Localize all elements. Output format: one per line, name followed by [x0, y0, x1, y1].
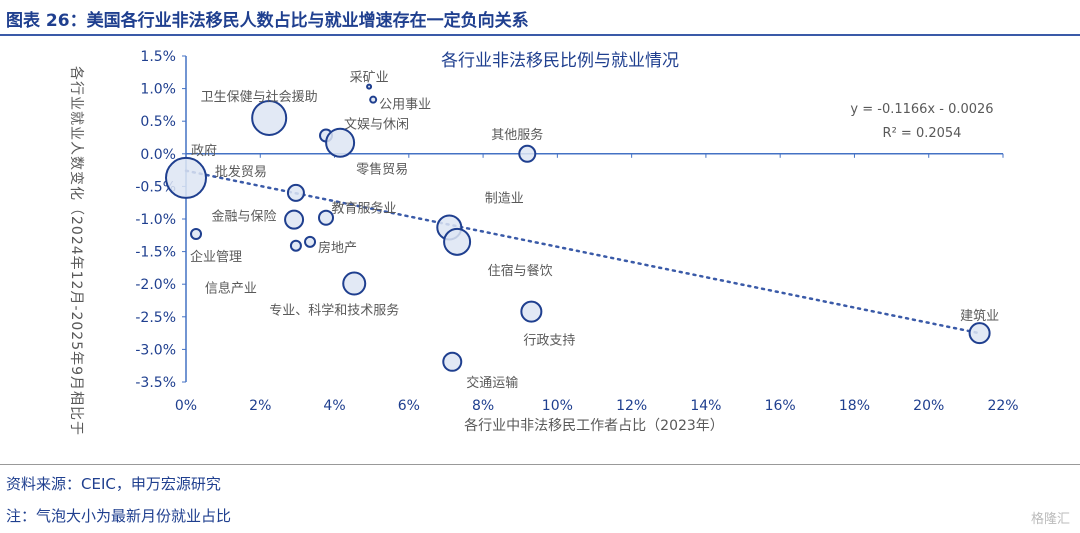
x-tick-label: 16% — [765, 398, 796, 414]
y-tick-label: -2.0% — [135, 277, 176, 293]
x-tick-label: 0% — [175, 398, 197, 414]
bubble-point — [968, 322, 991, 345]
y-tick-label: 1.0% — [140, 82, 176, 98]
bubble-label: 政府 — [191, 144, 217, 159]
bubble-label: 信息产业 — [205, 281, 257, 297]
figure-title: 图表 26：美国各行业非法移民人数占比与就业增速存在一定负向关系 — [6, 11, 529, 31]
bubble-point — [284, 209, 305, 230]
bubble-label: 行政支持 — [523, 334, 575, 349]
title-divider — [0, 34, 1080, 36]
y-tick-label: 0.5% — [140, 114, 176, 130]
footer-divider — [0, 464, 1080, 465]
y-tick-label: 1.5% — [140, 49, 176, 65]
bubble-label: 专业、科学和技术服务 — [269, 303, 399, 319]
chart-title: 各行业非法移民比例与就业情况 — [441, 51, 679, 71]
bubble-label: 教育服务业 — [331, 201, 396, 217]
x-tick-label: 6% — [398, 398, 420, 414]
watermark: 格隆汇 — [1030, 512, 1070, 527]
bubble-point — [369, 95, 378, 104]
x-tick-label: 12% — [616, 398, 647, 414]
bubble-point — [318, 209, 335, 226]
bubble-point — [342, 271, 367, 296]
bubble-point — [442, 351, 463, 372]
bubble-chart: 1.5%1.0%0.5%0.0%-0.5%-1.0%-1.5%-2.0%-2.5… — [68, 49, 1019, 436]
x-tick-label: 10% — [542, 398, 573, 414]
bubble-point — [518, 144, 537, 163]
bubble-point — [520, 300, 543, 323]
x-tick-label: 18% — [839, 398, 870, 414]
y-tick-label: -1.5% — [135, 245, 176, 261]
bubble-label: 企业管理 — [190, 249, 242, 265]
bubble-point — [165, 156, 207, 199]
x-tick-label: 20% — [913, 398, 944, 414]
y-tick-label: 0.0% — [140, 147, 176, 163]
bubble-label: 零售贸易 — [356, 162, 408, 178]
bubble-label: 其他服务 — [491, 127, 543, 143]
bubble-label: 公用事业 — [379, 98, 431, 113]
x-tick-label: 4% — [323, 398, 345, 414]
x-tick-label: 8% — [472, 398, 494, 414]
bubble-label: 采矿业 — [350, 71, 389, 86]
bubble-point — [366, 83, 373, 90]
x-tick-label: 2% — [249, 398, 271, 414]
bubble-size-note: 注：气泡大小为最新月份就业占比 — [6, 507, 232, 525]
trendline-equation: y = -0.1166x - 0.0026 — [850, 102, 993, 117]
trendline-r2: R² = 0.2054 — [883, 126, 962, 141]
bubble-label: 建筑业 — [960, 308, 999, 324]
trendline — [184, 169, 981, 335]
bubble-label: 住宿与餐饮 — [488, 263, 553, 279]
bubble-point — [325, 127, 356, 158]
x-axis-label: 各行业中非法移民工作者占比（2023年） — [464, 418, 724, 434]
y-tick-label: -3.0% — [135, 342, 176, 358]
bubble-point — [443, 227, 472, 256]
bubble-point — [286, 183, 305, 202]
bubble-label: 金融与保险 — [212, 209, 277, 225]
bubble-point — [251, 99, 288, 136]
bubble-label: 批发贸易 — [215, 164, 267, 180]
bubble-label: 卫生保健与社会援助 — [201, 89, 318, 105]
y-tick-label: -1.0% — [135, 212, 176, 228]
x-tick-label: 22% — [987, 398, 1018, 414]
bubble-label: 制造业 — [485, 191, 524, 206]
bubble-point — [304, 235, 317, 248]
y-axis-label: 各行业就业人数变化（2024年12月-2025年9月相比于2015-2019） — [68, 66, 84, 436]
x-tick-label: 14% — [690, 398, 721, 414]
bubble-label: 文娱与休闲 — [344, 118, 409, 133]
bubble-point — [190, 227, 203, 240]
source-note: 资料来源：CEIC，申万宏源研究 — [6, 475, 221, 493]
y-tick-label: -2.5% — [135, 310, 176, 326]
bubble-point — [289, 239, 302, 252]
bubble-label: 房地产 — [318, 240, 357, 256]
bubble-label: 交通运输 — [466, 375, 518, 391]
y-tick-label: -3.5% — [135, 375, 176, 391]
